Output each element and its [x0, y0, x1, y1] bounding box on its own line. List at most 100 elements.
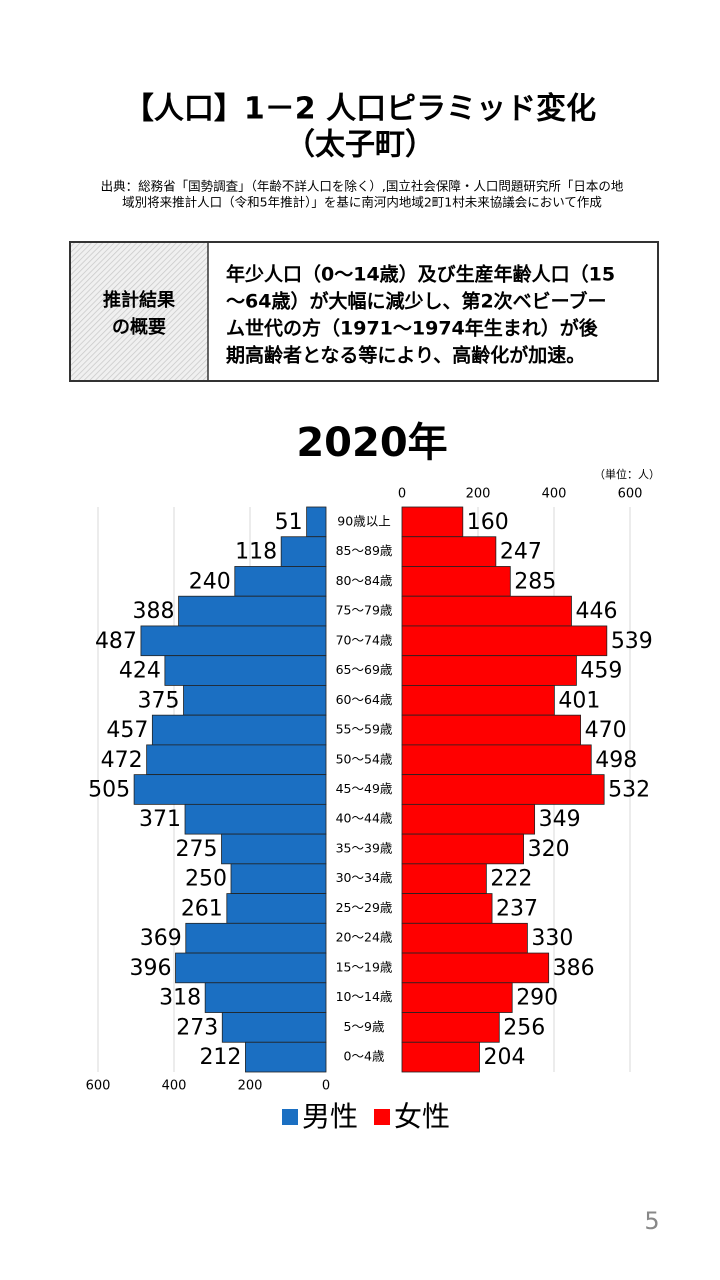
bar	[401, 655, 577, 686]
value-label: 222	[490, 867, 532, 892]
bar	[401, 595, 572, 627]
bar	[401, 744, 592, 776]
bar	[401, 922, 528, 954]
value-label: 318	[159, 986, 201, 1011]
value-label: 330	[531, 926, 573, 951]
bar	[151, 714, 327, 746]
bar	[185, 922, 327, 954]
table-text: 年少人口（0～14歳）及び生産年齢人口（15	[226, 263, 615, 286]
value-label: 349	[539, 807, 581, 832]
category-label: 85～89歳	[336, 543, 393, 558]
value-label: 532	[608, 778, 650, 803]
value-label: 424	[119, 659, 161, 684]
x-tick-label: 200	[466, 487, 491, 502]
bar	[401, 982, 513, 1013]
table-text: ム世代の方（1971～1974年生まれ）が後	[226, 317, 599, 340]
value-label: 204	[484, 1045, 526, 1070]
page-number: 5	[644, 1207, 659, 1235]
chart-title: 2020年	[296, 420, 447, 466]
legend-label: 女性	[394, 1100, 450, 1133]
table-label: の概要	[112, 316, 166, 338]
table-text: 期高齢者となる等により、高齢化が加速。	[226, 344, 585, 367]
bar	[401, 952, 550, 984]
category-label: 50～54歳	[336, 751, 393, 766]
value-label: 261	[181, 896, 223, 921]
category-label: 10～14歳	[336, 989, 393, 1004]
value-label: 285	[514, 569, 556, 594]
x-tick-label: 400	[542, 487, 567, 502]
value-label: 371	[139, 807, 181, 832]
bar	[230, 863, 327, 894]
value-label: 369	[140, 926, 182, 951]
value-label: 250	[185, 867, 227, 892]
category-label: 15～19歳	[336, 959, 393, 974]
value-label: 446	[575, 599, 617, 624]
bar	[164, 655, 327, 686]
bar	[401, 863, 487, 894]
value-label: 320	[528, 837, 570, 862]
bar	[401, 1041, 480, 1073]
value-label: 212	[199, 1045, 241, 1070]
bar	[178, 595, 327, 627]
bar	[401, 833, 524, 865]
category-label: 80～84歳	[336, 573, 393, 588]
table-label: 推計結果	[103, 289, 176, 311]
bar	[204, 982, 327, 1013]
bar	[184, 803, 327, 835]
legend-swatch	[374, 1109, 390, 1125]
bar	[401, 803, 536, 835]
bar	[401, 714, 582, 746]
value-label: 487	[95, 629, 137, 654]
bar	[175, 952, 327, 984]
value-label: 505	[88, 778, 130, 803]
bar	[221, 833, 327, 865]
bar	[245, 1041, 327, 1073]
unit: （単位：人）	[594, 467, 660, 481]
value-label: 256	[503, 1015, 545, 1040]
table-text: ～64歳）が大幅に減少し、第2次ベビーブー	[226, 290, 607, 313]
category-label: 20～24歳	[336, 930, 393, 945]
source: 出典：総務省「国勢調査」（年齢不詳人口を除く）,国立社会保障・人口問題研究所「日…	[101, 179, 624, 194]
value-label: 118	[235, 540, 277, 565]
value-label: 375	[138, 688, 180, 713]
category-label: 55～59歳	[336, 722, 393, 737]
value-label: 401	[558, 688, 600, 713]
value-label: 290	[516, 986, 558, 1011]
x-tick-label: 0	[398, 487, 406, 502]
x-tick-label: 200	[238, 1079, 263, 1094]
bar	[401, 893, 493, 924]
legend-label: 男性	[302, 1100, 358, 1133]
bar	[234, 566, 327, 597]
value-label: 470	[585, 718, 627, 743]
value-label: 51	[275, 510, 303, 535]
legend-swatch	[282, 1109, 298, 1125]
value-label: 457	[106, 718, 148, 743]
value-label: 388	[133, 599, 175, 624]
value-label: 472	[101, 748, 143, 773]
x-tick-label: 0	[322, 1079, 330, 1094]
value-label: 539	[611, 629, 653, 654]
category-label: 40～44歳	[336, 811, 393, 826]
title: （太子町）	[285, 128, 435, 163]
bar	[401, 774, 605, 805]
value-label: 459	[580, 659, 622, 684]
bar	[401, 685, 555, 716]
category-label: 75～79歳	[336, 603, 393, 618]
category-label: 5～9歳	[344, 1019, 385, 1034]
value-label: 498	[595, 748, 637, 773]
bar	[183, 685, 327, 716]
bar	[401, 506, 464, 538]
category-label: 25～29歳	[336, 900, 393, 915]
value-label: 160	[467, 510, 509, 535]
category-label: 60～64歳	[336, 692, 393, 707]
category-label: 45～49歳	[336, 781, 393, 796]
category-label: 90歳以上	[337, 513, 390, 528]
bar	[146, 744, 327, 776]
bar	[401, 536, 497, 567]
x-tick-label: 600	[86, 1079, 111, 1094]
category-label: 30～34歳	[336, 870, 393, 885]
x-tick-label: 600	[618, 487, 643, 502]
value-label: 396	[130, 956, 172, 981]
value-label: 275	[176, 837, 218, 862]
